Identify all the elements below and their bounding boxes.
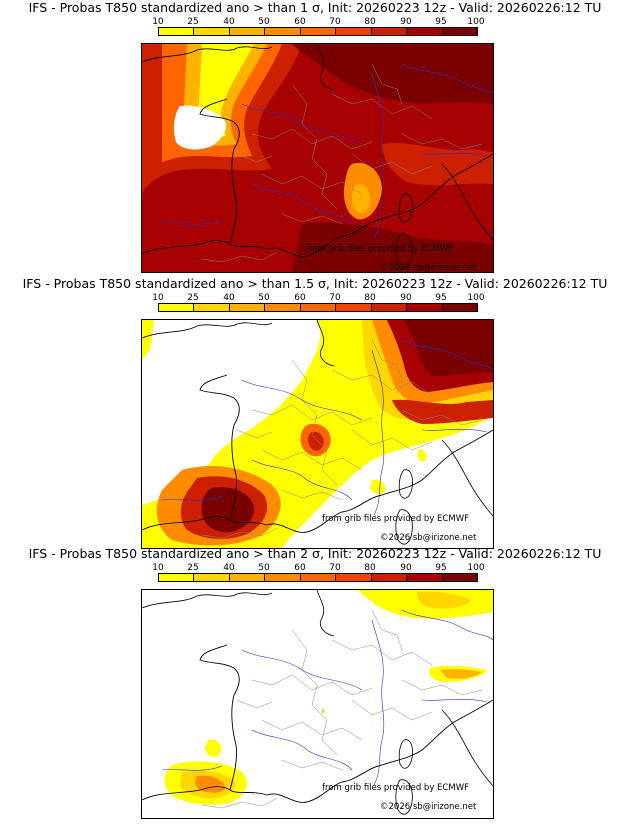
colorbar-tick: 90 [400, 17, 412, 27]
colorbar [158, 27, 478, 36]
colorbar-bin [371, 304, 408, 311]
colorbar-bin [407, 574, 443, 581]
copyright-text: ©2026 sb@irizone.net [380, 802, 477, 812]
colorbar-bin [371, 28, 408, 35]
colorbar-tick: 60 [294, 17, 306, 27]
colorbar-bin [229, 574, 266, 581]
map-svg [142, 320, 493, 548]
colorbar-tick: 10 [152, 293, 164, 303]
panel-1-5-sigma: IFS - Probas T850 standardized ano > tha… [0, 276, 630, 549]
probability-map [141, 319, 494, 549]
colorbar-bin [159, 304, 195, 311]
data-credit: from grib files provided by ECMWF [306, 244, 453, 254]
colorbar-bin [442, 28, 477, 35]
colorbar-bin [371, 574, 408, 581]
colorbar-bin [229, 28, 266, 35]
colorbar-tick: 95 [435, 563, 447, 573]
colorbar-tick: 95 [435, 293, 447, 303]
colorbar-bin [159, 28, 195, 35]
colorbar-bin [265, 304, 301, 311]
colorbar-bin [229, 304, 266, 311]
colorbar-tick: 25 [187, 293, 199, 303]
colorbar-bin [194, 574, 230, 581]
colorbar-bin [300, 574, 337, 581]
colorbar-bin [194, 304, 230, 311]
colorbar-tick: 25 [187, 563, 199, 573]
colorbar-tick: 25 [187, 17, 199, 27]
colorbar-bin [336, 574, 372, 581]
colorbar-tick: 100 [467, 563, 485, 573]
colorbar-tick: 40 [223, 563, 235, 573]
colorbar-tick: 90 [400, 293, 412, 303]
data-credit: from grib files provided by ECMWF [322, 514, 469, 524]
colorbar-bin [265, 28, 301, 35]
panel-1-sigma: IFS - Probas T850 standardized ano > tha… [0, 0, 630, 273]
colorbar-bin [159, 574, 195, 581]
colorbar [158, 573, 478, 582]
colorbar-bin [336, 28, 372, 35]
colorbar-ticks: 10 25 40 50 60 70 80 90 95 100 [152, 293, 484, 303]
colorbar-bin [194, 28, 230, 35]
colorbar-bin [442, 574, 477, 581]
colorbar-bin [300, 28, 337, 35]
colorbar-bin [442, 304, 477, 311]
map-svg [142, 590, 493, 818]
colorbar-tick: 10 [152, 563, 164, 573]
colorbar-bin [300, 304, 337, 311]
copyright-text: ©2026 sb@irizone.net [380, 533, 477, 543]
copyright-text: ©2026 sb@irizone.net [380, 263, 477, 273]
colorbar-tick: 50 [258, 293, 270, 303]
colorbar-ticks: 10 25 40 50 60 70 80 90 95 100 [152, 17, 484, 27]
colorbar-tick: 80 [364, 17, 376, 27]
colorbar-tick: 90 [400, 563, 412, 573]
data-credit: from grib files provided by ECMWF [322, 783, 469, 793]
map-svg [142, 44, 493, 272]
colorbar-tick: 10 [152, 17, 164, 27]
colorbar-tick: 60 [294, 293, 306, 303]
colorbar-tick: 70 [329, 293, 341, 303]
panel-2-sigma: IFS - Probas T850 standardized ano > tha… [0, 546, 630, 819]
probability-map [141, 589, 494, 819]
colorbar-bin [407, 28, 443, 35]
colorbar-tick: 95 [435, 17, 447, 27]
colorbar-tick: 50 [258, 17, 270, 27]
colorbar-bin [407, 304, 443, 311]
colorbar-tick: 60 [294, 563, 306, 573]
colorbar-tick: 100 [467, 293, 485, 303]
colorbar-tick: 80 [364, 563, 376, 573]
colorbar-tick: 40 [223, 17, 235, 27]
colorbar-tick: 70 [329, 17, 341, 27]
colorbar-tick: 50 [258, 563, 270, 573]
colorbar-ticks: 10 25 40 50 60 70 80 90 95 100 [152, 563, 484, 573]
colorbar [158, 303, 478, 312]
probability-map [141, 43, 494, 273]
panel-title: IFS - Probas T850 standardized ano > tha… [22, 276, 608, 291]
colorbar-tick: 80 [364, 293, 376, 303]
colorbar-bin [265, 574, 301, 581]
colorbar-tick: 70 [329, 563, 341, 573]
colorbar-tick: 100 [467, 17, 485, 27]
colorbar-tick: 40 [223, 293, 235, 303]
colorbar-bin [336, 304, 372, 311]
panel-title: IFS - Probas T850 standardized ano > tha… [28, 0, 602, 15]
panel-title: IFS - Probas T850 standardized ano > tha… [28, 546, 602, 561]
